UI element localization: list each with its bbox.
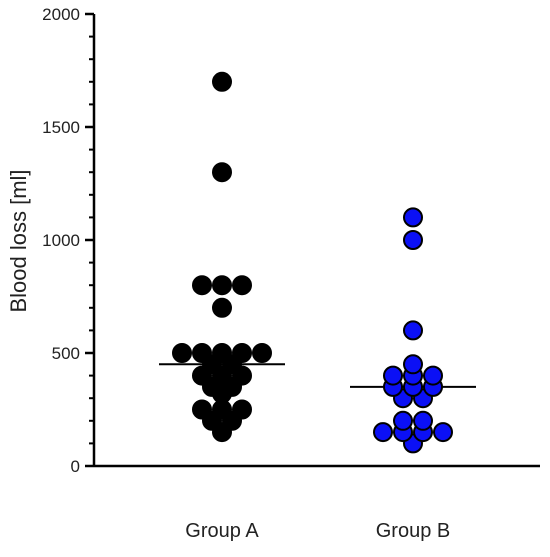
data-point bbox=[212, 297, 232, 318]
data-point bbox=[192, 343, 212, 363]
y-tick-label: 1000 bbox=[42, 231, 80, 250]
data-point bbox=[212, 162, 232, 183]
data-point bbox=[373, 422, 393, 443]
data-point bbox=[232, 343, 252, 363]
data-point bbox=[393, 410, 413, 431]
data-point bbox=[433, 422, 453, 443]
data-point bbox=[403, 230, 423, 250]
data-point bbox=[403, 207, 423, 228]
category-labels: Group A Group B bbox=[185, 520, 450, 542]
data-point bbox=[212, 275, 232, 296]
y-tick-label: 0 bbox=[71, 457, 80, 476]
data-point bbox=[192, 275, 212, 296]
data-point bbox=[192, 399, 212, 420]
data-point bbox=[212, 343, 232, 363]
data-point bbox=[232, 275, 252, 296]
y-axis-title: Blood loss [ml] bbox=[6, 169, 31, 312]
data-point bbox=[423, 365, 443, 386]
data-point bbox=[212, 71, 232, 92]
data-points bbox=[172, 71, 453, 454]
category-label: Group A bbox=[185, 520, 259, 542]
category-label: Group B bbox=[376, 520, 450, 542]
data-point bbox=[403, 320, 423, 341]
data-point bbox=[252, 343, 272, 363]
y-tick-label: 500 bbox=[52, 344, 80, 363]
data-point bbox=[232, 399, 252, 420]
data-point bbox=[403, 354, 423, 375]
data-point bbox=[172, 343, 192, 363]
y-tick-label: 1500 bbox=[42, 118, 80, 137]
data-point bbox=[413, 410, 433, 431]
y-axis: 0 500 1000 1500 2000 bbox=[42, 5, 96, 476]
y-tick-label: 2000 bbox=[42, 5, 80, 24]
data-point bbox=[383, 365, 403, 386]
